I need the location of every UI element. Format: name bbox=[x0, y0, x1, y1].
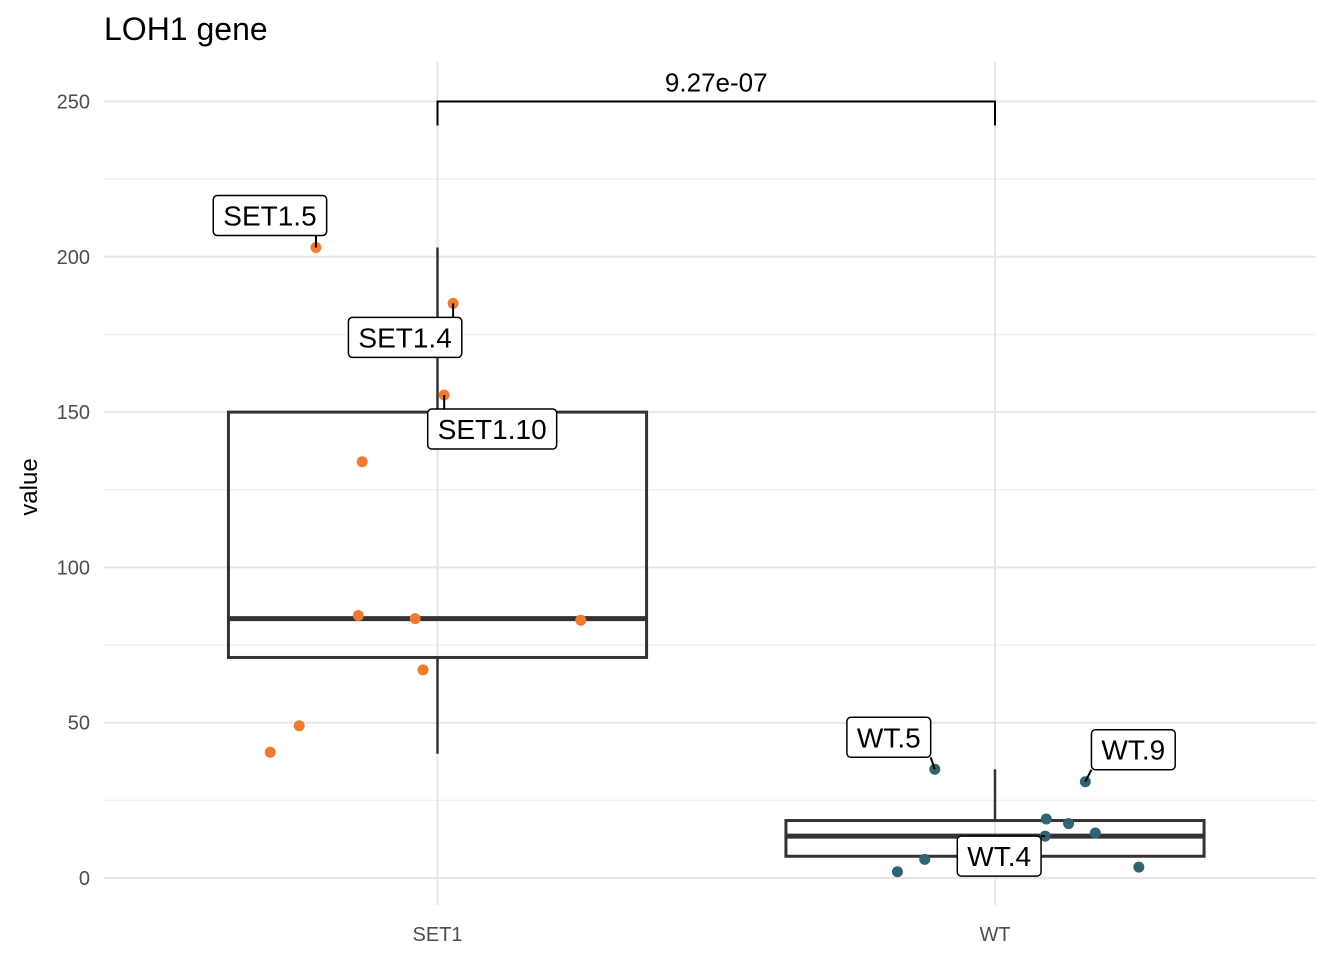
data-points bbox=[264, 241, 1145, 878]
point-label-text: SET1.5 bbox=[223, 200, 316, 231]
y-axis-title: value bbox=[16, 458, 43, 515]
x-tick-label: SET1 bbox=[412, 924, 462, 946]
point-label-text: WT.4 bbox=[967, 841, 1031, 872]
point-label: SET1.4 bbox=[347, 303, 463, 359]
data-point bbox=[891, 866, 903, 878]
point-label: SET1.10 bbox=[426, 395, 558, 450]
point-label-leader bbox=[1084, 769, 1093, 783]
point-label-text: WT.9 bbox=[1101, 735, 1165, 766]
y-tick-label: 0 bbox=[79, 868, 90, 890]
data-point bbox=[352, 610, 364, 622]
point-label-box bbox=[212, 194, 328, 237]
point-label: WT.9 bbox=[1084, 728, 1176, 783]
point-label-box bbox=[846, 716, 932, 759]
point-label-text: WT.5 bbox=[857, 722, 921, 753]
point-label-text: SET1.10 bbox=[438, 414, 547, 445]
point-label-text: SET1.4 bbox=[358, 322, 451, 353]
data-point bbox=[356, 456, 368, 468]
data-point bbox=[1133, 861, 1145, 873]
point-labels: SET1.5 SET1.4 SET1.10 WT.5 WT.9 WT.4 bbox=[212, 194, 1176, 877]
data-point bbox=[293, 720, 305, 732]
point-label: SET1.5 bbox=[212, 194, 328, 248]
point-label-leader bbox=[929, 756, 936, 770]
point-label: WT.5 bbox=[846, 716, 936, 770]
data-point bbox=[919, 853, 931, 865]
data-point bbox=[1089, 827, 1101, 839]
p-value-label: 9.27e-07 bbox=[665, 68, 768, 98]
data-point bbox=[1063, 818, 1075, 830]
y-tick-label: 200 bbox=[57, 247, 90, 269]
y-tick-label: 150 bbox=[57, 402, 90, 424]
x-tick-labels: SET1 WT bbox=[412, 924, 1010, 946]
y-tick-label: 100 bbox=[57, 557, 90, 579]
significance-bracket: 9.27e-07 bbox=[436, 68, 996, 126]
bracket-line bbox=[436, 100, 996, 126]
chart-title: LOH1 gene bbox=[104, 11, 268, 47]
data-point bbox=[409, 613, 421, 625]
point-label-box bbox=[956, 835, 1042, 877]
point-label-box bbox=[1090, 728, 1176, 771]
y-tick-labels: 0 50 100 150 200 250 bbox=[57, 92, 90, 891]
y-tick-label: 250 bbox=[57, 92, 90, 114]
data-point bbox=[417, 664, 429, 676]
x-tick-label: WT bbox=[979, 924, 1010, 946]
data-point bbox=[1040, 813, 1052, 825]
data-point bbox=[575, 614, 587, 626]
grid-lines bbox=[104, 62, 1316, 905]
point-label-box bbox=[426, 408, 558, 450]
point-label-box bbox=[347, 316, 463, 359]
data-point bbox=[264, 746, 276, 758]
y-tick-label: 50 bbox=[68, 713, 90, 735]
point-label: WT.4 bbox=[956, 835, 1046, 877]
